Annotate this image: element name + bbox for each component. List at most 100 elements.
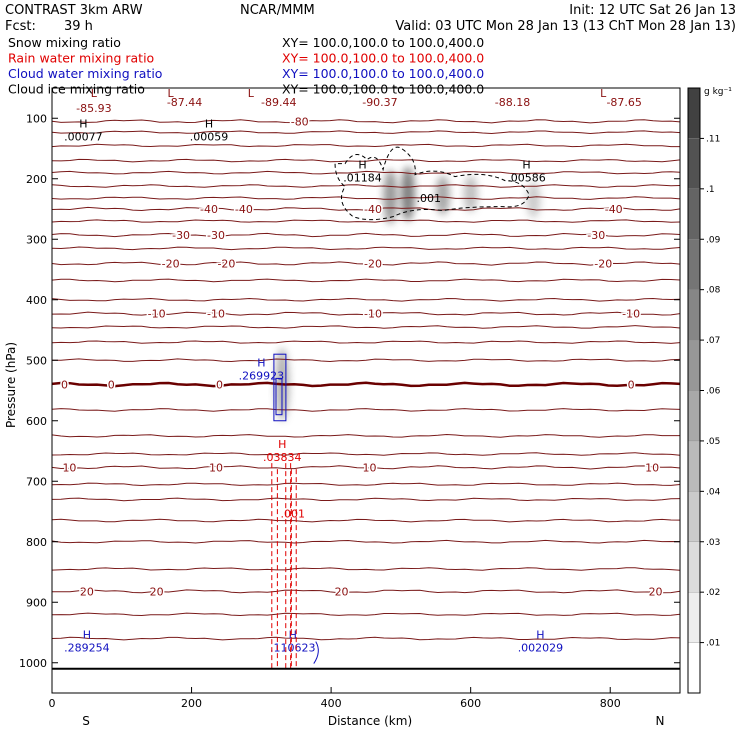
x-tick-label: 0 [49,697,56,710]
temperature-contour-line [51,452,681,456]
colorbar-swatch [687,188,701,240]
temperature-contour-0 [51,381,681,388]
plot-frame [51,87,681,694]
colorbar-tick-label: .02 [706,588,720,598]
y-tick-label: 800 [26,536,47,549]
colorbar-tick-label: .06 [706,387,721,397]
colorbar-swatch [687,87,701,139]
legend-name: Snow mixing ratio [8,35,121,50]
x-tick-label: 800 [600,697,621,710]
fcst-label: Fcst: [5,19,36,34]
colorbar-tick-label: .09 [706,235,721,245]
temperature-contour-label: 0 [628,378,635,391]
temperature-contour-label: -40 [200,203,218,216]
cloud-water-max-value: .269923 [239,369,285,382]
colorbar-swatch [687,541,701,593]
temperature-contour--30 [51,232,681,238]
x-tick-label: 200 [181,697,202,710]
temperature-contour-line [51,433,680,438]
y-axis-label: Pressure (hPa) [4,342,18,428]
temperature-contour-label: -20 [217,257,235,270]
temperature-contour-label: -40 [605,203,623,216]
temperature-contour-line [51,184,681,188]
colorbar-tick-label: .03 [706,538,720,548]
temperature-contour-line [51,158,681,163]
temperature-contour-label: 20 [150,585,164,598]
temperature-contour-label: -10 [148,308,166,321]
colorbar-swatch [687,491,701,542]
temperature-contour-label: 20 [649,585,663,598]
temperature-contour-label: 0 [216,378,223,391]
colorbar: .01 .02 .03 .04 .05 .06 .07 .08 .09 .1 .11 [687,87,721,694]
legend-xy: XY= 100.0,100.0 to 100.0,400.0 [282,35,484,50]
temperature-contour-label: -40 [364,203,382,216]
cloud-water-max-marker: H [536,629,544,642]
colorbar-tick-label: .08 [706,286,721,296]
cloud-ice-max-marker: H [205,117,213,130]
cloud-water-contour [273,353,287,422]
y-tick-label: 400 [26,294,47,307]
temperature-contour-label: -20 [594,257,612,270]
y-tick-label: 600 [26,415,47,428]
temperature-contour-line [51,497,681,502]
temperature-contour-line [51,325,681,329]
y-tick-label: 900 [26,596,47,609]
temperature-contour-line [51,340,681,344]
temperature-contour-line [51,518,681,523]
valid-time: Valid: 03 UTC Mon 28 Jan 13 (13 ChT Mon … [395,19,736,34]
temperature-contour-label: 0 [108,378,115,391]
temperature-min-label: L [91,87,98,100]
cloud-water-contour-sfc [313,641,319,664]
temperature-contour-line [51,297,681,302]
colorbar-tick-label: .07 [706,336,720,346]
colorbar-swatch [687,339,701,391]
temperature-contour-label: -20 [162,257,180,270]
temperature-contour-line [51,246,681,251]
cloud-water-max-value: .002029 [518,642,564,655]
temperature-contour-label: -40 [235,203,253,216]
colorbar-swatch [687,138,701,189]
y-tick-label: 200 [26,173,47,186]
cloud-water-max-value: .289254 [64,642,110,655]
temperature-min-label: -89.44 [261,96,296,109]
temperature-contour-label: -10 [622,308,640,321]
temperature-contour-line [51,612,681,617]
center-title: NCAR/MMM [240,3,315,18]
temperature-contour-label: 10 [62,461,76,474]
temperature-contour-20 [51,589,681,594]
colorbar-tick-label: .04 [706,487,721,497]
y-tick-label: 700 [26,475,47,488]
legend-name: Cloud water mixing ratio [8,66,162,81]
temperature-contour-label: -30 [207,229,225,242]
temperature-contour-line [51,130,681,135]
temperature-contour--80 [51,119,681,124]
colorbar-swatch [687,592,701,643]
temperature-min-label: -88.18 [495,96,530,109]
cloud-ice-max-value: .00059 [190,130,229,143]
rain-water-max-value: .001 [280,507,305,520]
temperature-min-label: -87.65 [606,96,641,109]
temperature-contour-line [51,196,681,200]
compass-south: S [82,714,90,728]
temperature-min-label: -90.37 [362,96,397,109]
temperature-contour-line [51,219,681,223]
temperature-contour-line [51,636,681,641]
init-time: Init: 12 UTC Sat 26 Jan 13 [569,3,736,18]
cloud-ice-max-value: .00077 [64,130,103,143]
cloud-water-max-marker: H [83,629,91,642]
snow-shade-patch [526,181,541,219]
cloud-ice-max-marker: H [522,159,530,172]
temperature-min-label: L [248,87,255,100]
temperature-min-label: -87.44 [167,96,202,109]
temperature-contour-label: -10 [207,308,225,321]
cloud-ice-max-value: .00586 [507,172,546,185]
snow-shade-patch [383,169,398,225]
colorbar-tick-label: .05 [706,437,720,447]
legend-xy: XY= 100.0,100.0 to 100.0,400.0 [282,66,484,81]
colorbar-tick-label: .11 [706,134,720,144]
temperature-contour-line [51,482,681,487]
snow-shade-patch [463,175,478,213]
fcst-value: 39 h [64,19,93,34]
y-tick-label: 500 [26,354,47,367]
